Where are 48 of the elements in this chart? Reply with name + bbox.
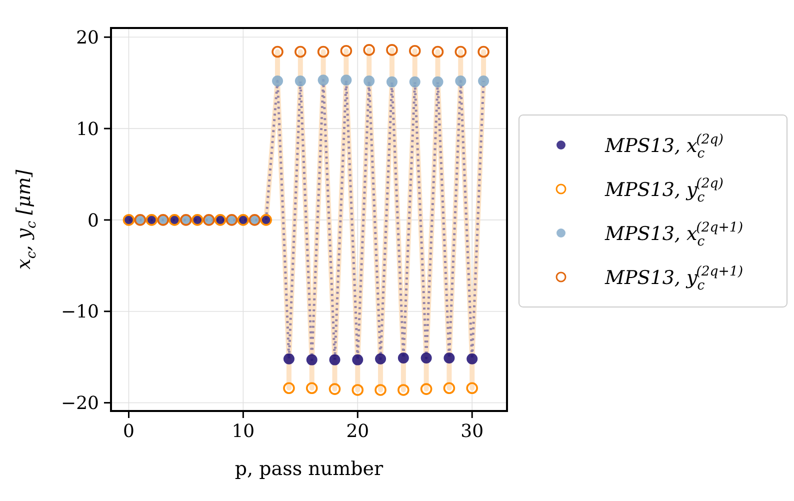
- point: [374, 384, 386, 396]
- point: [444, 352, 455, 364]
- point: [272, 46, 284, 58]
- point: [352, 354, 364, 366]
- point: [283, 353, 294, 364]
- point: [364, 76, 375, 87]
- point: [340, 44, 352, 57]
- point: [398, 384, 410, 396]
- point: [398, 352, 409, 364]
- point: [328, 383, 341, 395]
- y-tick-label: 0: [88, 210, 99, 232]
- point: [466, 382, 478, 394]
- y-tick-label: −10: [61, 302, 99, 323]
- point: [283, 382, 295, 394]
- point: [363, 44, 375, 56]
- point: [432, 76, 444, 88]
- point: [317, 46, 330, 58]
- point: [386, 76, 398, 88]
- x-axis-title: p, pass number: [234, 458, 384, 480]
- x-tick-label: 0: [123, 421, 134, 442]
- point: [432, 46, 444, 58]
- point: [329, 354, 340, 366]
- point: [454, 46, 467, 58]
- y-tick-label: −20: [61, 393, 99, 414]
- point: [386, 44, 398, 56]
- point: [306, 382, 318, 394]
- point: [272, 76, 284, 87]
- y-tick-label: 10: [76, 118, 99, 140]
- point: [420, 383, 432, 395]
- point: [420, 352, 432, 364]
- point: [306, 354, 318, 366]
- point: [466, 353, 478, 364]
- point: [478, 76, 490, 87]
- x-tick-label: 20: [346, 421, 370, 442]
- y-tick-label: 20: [76, 27, 99, 48]
- point: [318, 74, 329, 86]
- point: [294, 46, 306, 58]
- point: [443, 382, 456, 394]
- point: [409, 76, 420, 88]
- point: [478, 46, 490, 58]
- point: [352, 384, 364, 396]
- point: [340, 74, 352, 86]
- point: [294, 76, 306, 87]
- x-tick-label: 10: [232, 421, 255, 442]
- point: [375, 353, 386, 364]
- point: [408, 44, 421, 57]
- point: [455, 76, 466, 87]
- x-tick-label: 30: [460, 421, 484, 442]
